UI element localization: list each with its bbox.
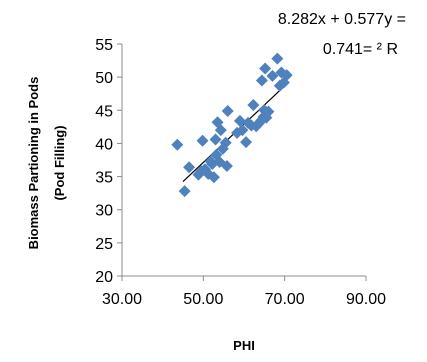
axes: [121, 44, 366, 277]
y-axis-title-line2: (Pod Filling): [52, 125, 67, 200]
data-point: [236, 124, 249, 137]
data-point: [266, 69, 279, 82]
data-point: [178, 185, 191, 198]
x-tick-label: 30.00: [102, 291, 142, 308]
y-tick-label: 25: [95, 236, 113, 253]
data-point: [233, 114, 246, 127]
x-axis-title: PHI: [233, 338, 255, 353]
data-point: [255, 74, 268, 87]
y-tick-label: 20: [95, 269, 113, 286]
y-axis-ticks: 20 25 30 35 40 45 50 55: [95, 37, 122, 286]
y-axis-title-line1: Biomass Partioning in Pods: [26, 77, 41, 250]
data-point: [262, 105, 275, 118]
data-points: [171, 52, 293, 198]
data-point: [247, 98, 260, 111]
x-tick-label: 70.00: [265, 291, 305, 308]
data-point: [271, 52, 284, 65]
data-point: [220, 159, 233, 172]
x-axis-ticks: 30.00 50.00 70.00 90.00: [102, 276, 386, 308]
trend-equation: 8.282x + 0.577y =: [278, 11, 406, 28]
data-point: [196, 134, 209, 147]
data-point: [221, 104, 234, 117]
data-point: [171, 138, 184, 151]
data-point: [280, 69, 293, 82]
x-tick-label: 90.00: [346, 291, 386, 308]
y-tick-label: 35: [95, 170, 113, 187]
y-tick-label: 40: [95, 136, 113, 153]
r-squared-label: 0.741= ² R: [323, 41, 398, 58]
y-tick-label: 45: [95, 103, 113, 120]
data-point: [214, 124, 227, 137]
data-point: [259, 62, 272, 75]
data-point: [209, 133, 222, 146]
x-tick-label: 50.00: [183, 291, 223, 308]
y-tick-label: 50: [95, 70, 113, 87]
data-point: [211, 116, 224, 129]
data-point: [207, 171, 220, 184]
y-tick-label: 30: [95, 203, 113, 220]
data-point: [240, 136, 253, 149]
y-tick-label: 55: [95, 37, 113, 54]
data-point: [183, 161, 196, 174]
data-point: [219, 136, 232, 149]
